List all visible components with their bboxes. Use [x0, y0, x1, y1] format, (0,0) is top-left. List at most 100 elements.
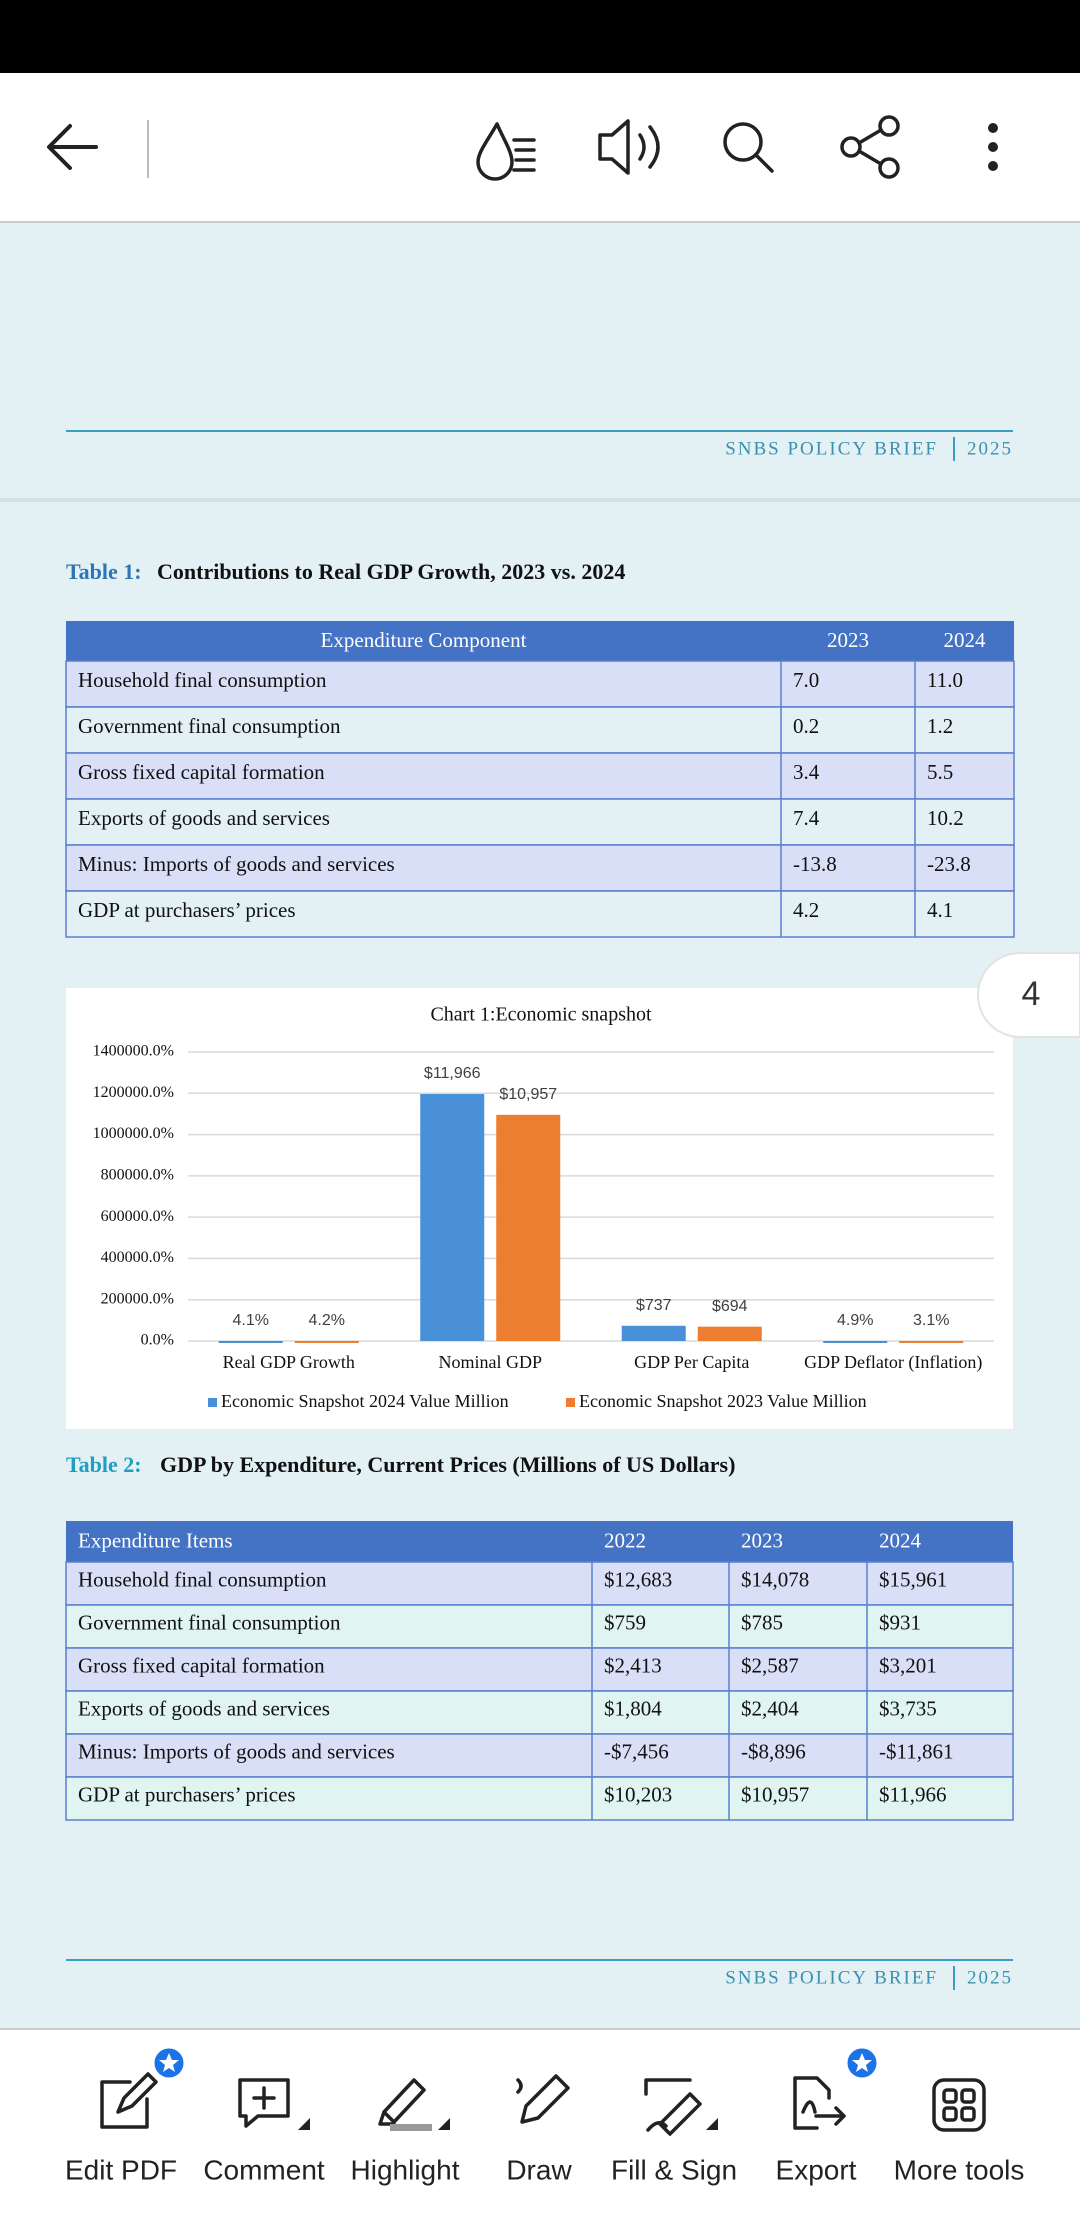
table-cell: 7.4 — [793, 806, 820, 830]
liquid-mode-button[interactable] — [476, 122, 536, 181]
table-cell: 5.5 — [927, 760, 953, 784]
data-label: 4.2% — [309, 1312, 345, 1329]
y-tick-label: 1000000.0% — [93, 1125, 174, 1142]
tool-button[interactable] — [55, 2060, 187, 2200]
table1-title: Contributions to Real GDP Growth, 2023 v… — [157, 559, 625, 584]
table-cell: $14,078 — [741, 1567, 809, 1591]
highlight-icon — [378, 2078, 450, 2131]
table-header-cell: Expenditure Component — [321, 628, 527, 652]
x-tick-label: GDP Per Capita — [634, 1352, 749, 1372]
share-button[interactable] — [840, 115, 900, 179]
x-tick-label: Real GDP Growth — [223, 1352, 355, 1372]
table-row — [65, 844, 1015, 892]
table-header — [66, 621, 1014, 661]
bar — [823, 1340, 888, 1343]
bar — [899, 1340, 964, 1343]
new-badge — [151, 2045, 187, 2081]
table-row — [65, 1561, 1014, 1606]
header-year: 2025 — [967, 438, 1013, 459]
footer-year: 2025 — [967, 1967, 1013, 1988]
table-cell: Household final consumption — [78, 668, 327, 692]
chart-title: Chart 1:Economic snapshot — [430, 1004, 652, 1026]
table-cell: $2,413 — [604, 1653, 662, 1677]
table-cell: Gross fixed capital formation — [78, 1653, 325, 1677]
table-header-cell: 2023 — [827, 628, 869, 652]
data-label: 4.9% — [837, 1312, 873, 1329]
table-row — [65, 752, 1015, 800]
bar — [496, 1114, 561, 1341]
table-row — [65, 1690, 1014, 1735]
table-cell: $11,966 — [879, 1782, 946, 1806]
search-button[interactable] — [723, 122, 774, 173]
table-cell: -$11,861 — [879, 1739, 953, 1763]
tool-button[interactable] — [608, 2060, 740, 2200]
tool-label[interactable]: Draw — [506, 2154, 572, 2185]
tool-button[interactable] — [473, 2060, 605, 2200]
tool-button[interactable] — [750, 2060, 882, 2200]
table-cell: 10.2 — [927, 806, 964, 830]
table-row — [65, 1733, 1014, 1778]
x-tick-label: GDP Deflator (Inflation) — [804, 1352, 982, 1373]
bar — [697, 1326, 762, 1341]
data-label: 3.1% — [913, 1312, 949, 1329]
draw-icon — [516, 2074, 570, 2124]
table-cell: $785 — [741, 1610, 783, 1634]
table-cell: 4.1 — [927, 898, 953, 922]
more-menu-button[interactable] — [988, 123, 998, 171]
table-row — [65, 890, 1015, 938]
x-tick-label: Nominal GDP — [439, 1352, 543, 1372]
table-cell: $3,735 — [879, 1696, 937, 1720]
table-header-cell: Expenditure Items — [78, 1528, 233, 1552]
table-cell: $3,201 — [879, 1653, 937, 1677]
tool-label[interactable]: Highlight — [351, 2154, 460, 2185]
data-label: $10,957 — [499, 1086, 557, 1103]
read-aloud-button[interactable] — [598, 119, 660, 175]
table-cell: Exports of goods and services — [78, 806, 330, 830]
y-tick-label: 600000.0% — [101, 1208, 174, 1225]
table-cell: 0.2 — [793, 714, 819, 738]
tool-label[interactable]: More tools — [894, 2154, 1025, 2185]
y-tick-label: 200000.0% — [101, 1290, 174, 1307]
page-number-badge: 4 — [977, 952, 1080, 1038]
table2-label: Table 2: — [66, 1452, 142, 1477]
y-tick-label: 400000.0% — [101, 1249, 174, 1266]
tool-label[interactable]: Edit PDF — [65, 2154, 177, 2185]
tool-label[interactable]: Export — [776, 2154, 857, 2185]
top-toolbar — [0, 73, 1080, 222]
data-label: 4.1% — [233, 1312, 269, 1329]
new-badge — [844, 2045, 880, 2081]
table-cell: $2,404 — [741, 1696, 799, 1720]
tool-button[interactable] — [339, 2060, 471, 2200]
table-cell: $12,683 — [604, 1567, 672, 1591]
table-cell: Government final consumption — [78, 714, 341, 738]
table-cell: GDP at purchasers’ prices — [78, 1782, 296, 1806]
data-label: $11,966 — [424, 1065, 481, 1082]
table-cell: 3.4 — [793, 760, 820, 784]
data-label: $737 — [636, 1297, 672, 1314]
legend-label: Economic Snapshot 2024 Value Million — [221, 1391, 509, 1411]
table-cell: 7.0 — [793, 668, 819, 692]
table-cell: Household final consumption — [78, 1567, 327, 1591]
tool-label[interactable]: Fill & Sign — [611, 2154, 737, 2185]
table-cell: -$7,456 — [604, 1739, 669, 1763]
back-button[interactable] — [47, 124, 98, 170]
table2-title: GDP by Expenditure, Current Prices (Mill… — [160, 1452, 735, 1477]
table-cell: $2,587 — [741, 1653, 799, 1677]
table-cell: -23.8 — [927, 852, 971, 876]
bar — [294, 1340, 359, 1343]
tool-label[interactable]: Comment — [203, 2154, 325, 2185]
footer-brand: SNBS POLICY BRIEF — [725, 1967, 938, 1988]
table1-label: Table 1: — [66, 559, 142, 584]
table-row — [65, 1604, 1014, 1649]
table-cell: $15,961 — [879, 1567, 947, 1591]
table-cell: Gross fixed capital formation — [78, 760, 325, 784]
table-row — [65, 1647, 1014, 1692]
y-tick-label: 800000.0% — [101, 1167, 174, 1184]
table-cell: $10,203 — [604, 1782, 672, 1806]
export-icon — [793, 2076, 846, 2130]
tool-button[interactable] — [198, 2060, 330, 2200]
table-cell: 11.0 — [927, 668, 963, 692]
tool-button[interactable] — [893, 2060, 1025, 2200]
table-cell: -$8,896 — [741, 1739, 806, 1763]
